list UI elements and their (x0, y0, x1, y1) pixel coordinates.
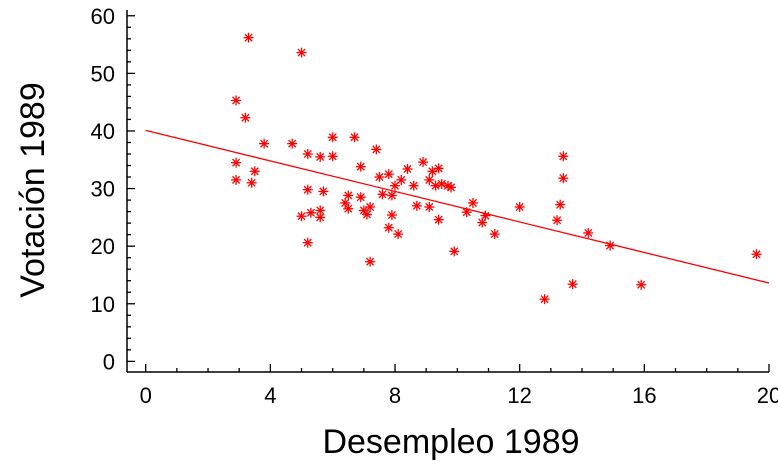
data-point (240, 112, 251, 123)
data-point (249, 166, 260, 177)
data-point (386, 210, 397, 221)
data-point (371, 144, 382, 155)
x-tick-label: 16 (632, 383, 656, 408)
data-point (296, 211, 307, 222)
data-point (343, 190, 354, 201)
data-point (259, 138, 270, 149)
data-point (355, 192, 366, 203)
data-point (446, 182, 457, 193)
data-point (408, 180, 419, 191)
y-tick-label: 20 (91, 234, 115, 259)
data-point (287, 138, 298, 149)
data-point (605, 240, 616, 251)
data-point (449, 246, 460, 257)
data-point (318, 186, 329, 197)
x-tick-label: 0 (140, 383, 152, 408)
y-tick-label: 10 (91, 292, 115, 317)
data-point (489, 229, 500, 240)
data-point (555, 199, 566, 210)
data-point (327, 132, 338, 143)
data-point (411, 200, 422, 211)
x-tick-label: 12 (507, 383, 531, 408)
data-point (296, 47, 307, 58)
data-point (246, 177, 257, 188)
data-point (340, 197, 351, 208)
data-point (315, 151, 326, 162)
data-point (433, 163, 444, 174)
data-point (636, 279, 647, 290)
data-point (583, 227, 594, 238)
data-point (302, 149, 313, 159)
data-point (393, 229, 404, 240)
data-point (349, 132, 360, 143)
x-tick-label: 4 (264, 383, 276, 408)
data-point (430, 180, 441, 191)
tick-labels: 0 4 8 12 16 20 0 10 20 30 40 50 60 (91, 4, 778, 408)
data-point (243, 32, 254, 43)
data-point (467, 197, 478, 208)
data-point (315, 205, 326, 216)
y-tick-label: 50 (91, 61, 115, 86)
data-point (231, 174, 242, 185)
data-point (231, 157, 242, 168)
data-point (436, 178, 447, 189)
x-axis-title: Desempleo 1989 (322, 423, 579, 461)
data-point (558, 151, 569, 162)
data-point (552, 215, 563, 226)
data-point (514, 201, 525, 212)
y-tick-label: 60 (91, 4, 115, 29)
data-point (383, 169, 394, 180)
data-point (327, 151, 338, 162)
data-point (383, 222, 394, 233)
y-axis-title: Votación 1989 (14, 82, 52, 298)
y-tick-label: 0 (103, 349, 115, 374)
data-points (231, 32, 762, 305)
data-point (418, 157, 429, 168)
data-point (361, 209, 372, 220)
data-point (343, 203, 354, 214)
data-point (539, 294, 550, 305)
y-tick-label: 40 (91, 119, 115, 144)
data-point (567, 279, 578, 290)
trendline-layer (145, 129, 770, 284)
data-point (477, 217, 488, 228)
data-point (305, 207, 316, 218)
data-point (374, 172, 385, 183)
data-point (386, 190, 397, 201)
data-point (302, 237, 313, 248)
data-point (302, 184, 313, 195)
data-point (433, 214, 444, 225)
data-point (377, 189, 388, 200)
axes (126, 10, 770, 373)
data-point (480, 210, 491, 221)
data-point (396, 174, 407, 185)
data-point (365, 201, 376, 212)
data-point (751, 249, 762, 260)
data-point (461, 207, 472, 218)
data-point (558, 173, 569, 184)
data-point (231, 95, 242, 106)
data-point (365, 256, 376, 267)
data-point (355, 161, 366, 172)
data-point (402, 163, 413, 174)
x-tick-label: 8 (389, 383, 401, 408)
x-tick-label: 20 (757, 383, 778, 408)
trendline (145, 129, 770, 284)
data-point (424, 201, 435, 212)
y-tick-label: 30 (91, 177, 115, 202)
